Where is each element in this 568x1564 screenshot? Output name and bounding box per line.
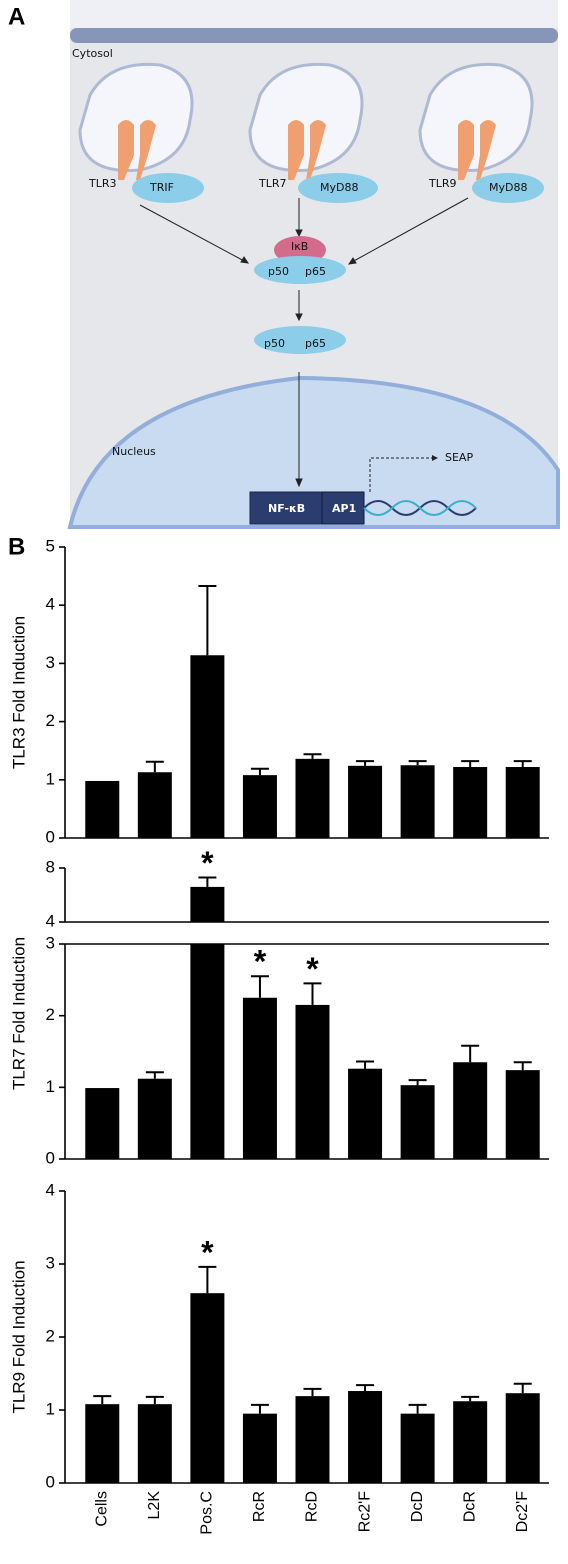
bar bbox=[453, 1401, 488, 1483]
y-tick-label: 8 bbox=[46, 857, 55, 876]
adaptor-label: TRIF bbox=[149, 181, 174, 194]
reporter-label: SEAP bbox=[445, 451, 473, 464]
y-axis-title: TLR7 Fold Induction bbox=[9, 937, 28, 1090]
bar bbox=[348, 1068, 383, 1159]
nucleus bbox=[67, 375, 560, 529]
panel-label: A bbox=[8, 3, 25, 30]
x-tick-label: Pos.C bbox=[199, 1491, 216, 1535]
bar bbox=[190, 944, 225, 1159]
x-tick-label: RcR bbox=[251, 1491, 268, 1522]
subunit-label: p50 bbox=[268, 265, 289, 278]
bar bbox=[190, 886, 225, 922]
x-tick-label: Rc2'F bbox=[356, 1491, 373, 1533]
receptor-label: TLR9 bbox=[428, 177, 457, 190]
x-tick-label: Dc2'F bbox=[514, 1491, 531, 1533]
y-tick-label: 2 bbox=[46, 1326, 55, 1345]
bar bbox=[85, 1404, 120, 1483]
bar bbox=[348, 1391, 383, 1483]
y-tick-label: 1 bbox=[46, 1399, 55, 1418]
nucleus-label: Nucleus bbox=[112, 445, 156, 458]
subunit-label: p65 bbox=[305, 337, 326, 350]
membrane bbox=[70, 0, 558, 43]
x-tick-label: DcD bbox=[409, 1491, 426, 1522]
bar bbox=[190, 1293, 225, 1483]
y-tick-label: 2 bbox=[46, 711, 55, 730]
cytosol-label: Cytosol bbox=[72, 47, 113, 60]
x-tick-label: Cells bbox=[93, 1491, 110, 1527]
receptor-label: TLR7 bbox=[258, 177, 287, 190]
y-tick-label: 3 bbox=[46, 653, 55, 672]
subunit-label: p65 bbox=[305, 265, 326, 278]
bar bbox=[295, 758, 330, 838]
y-tick-label: 3 bbox=[46, 933, 55, 952]
significance-mark: * bbox=[254, 944, 267, 980]
bar bbox=[137, 1404, 172, 1483]
bar bbox=[242, 775, 277, 838]
y-tick-label: 5 bbox=[46, 536, 55, 555]
bar bbox=[190, 655, 225, 838]
inhibitor-label: IκB bbox=[291, 240, 308, 253]
x-tick-label: DcR bbox=[461, 1491, 478, 1522]
reporter-arrow bbox=[369, 457, 432, 492]
significance-mark: * bbox=[201, 1234, 214, 1270]
nfkb-dimer bbox=[254, 326, 346, 354]
x-tick-label: L2K bbox=[146, 1491, 163, 1520]
bar bbox=[453, 766, 488, 838]
y-tick-label: 1 bbox=[46, 769, 55, 788]
adaptor-label: MyD88 bbox=[320, 181, 358, 194]
adaptor-label: MyD88 bbox=[489, 181, 527, 194]
arrows bbox=[139, 197, 469, 322]
y-tick-label: 4 bbox=[46, 1180, 55, 1199]
receptors bbox=[118, 120, 496, 180]
y-tick-label: 1 bbox=[46, 1077, 55, 1096]
bar bbox=[400, 1085, 435, 1159]
promoter-label: AP1 bbox=[332, 502, 356, 515]
bar bbox=[242, 1413, 277, 1483]
y-tick-label: 2 bbox=[46, 1005, 55, 1024]
bar bbox=[453, 1062, 488, 1159]
significance-mark: * bbox=[306, 951, 319, 987]
y-tick-label: 0 bbox=[46, 1148, 55, 1167]
y-tick-label: 4 bbox=[46, 911, 55, 930]
promoter-box bbox=[321, 491, 365, 525]
promoter-box bbox=[249, 491, 323, 525]
y-tick-label: 3 bbox=[46, 1253, 55, 1272]
arrows bbox=[295, 372, 303, 488]
bar bbox=[295, 1004, 330, 1159]
bar bbox=[505, 1393, 540, 1483]
y-axis-title: TLR9 Fold Induction bbox=[9, 1260, 28, 1413]
y-tick-label: 0 bbox=[46, 1472, 55, 1491]
y-axis-title: TLR3 Fold Induction bbox=[9, 616, 28, 769]
bar bbox=[242, 997, 277, 1159]
bar bbox=[348, 765, 383, 838]
x-tick-label: RcD bbox=[304, 1491, 321, 1522]
bar bbox=[295, 1396, 330, 1483]
bar bbox=[400, 1413, 435, 1483]
subunit-label: p50 bbox=[264, 337, 285, 350]
nfkb-complex bbox=[254, 256, 346, 284]
bar bbox=[85, 780, 120, 838]
dna bbox=[363, 500, 477, 516]
y-tick-label: 4 bbox=[46, 595, 55, 614]
significance-mark: * bbox=[201, 845, 214, 881]
bar bbox=[505, 1070, 540, 1159]
receptor-label: TLR3 bbox=[88, 177, 117, 190]
bar bbox=[137, 772, 172, 838]
panel-label: B bbox=[8, 533, 25, 560]
bar bbox=[400, 765, 435, 838]
endosomes bbox=[78, 62, 534, 172]
arrowhead bbox=[432, 455, 438, 461]
bar bbox=[505, 766, 540, 838]
adaptors bbox=[132, 173, 544, 203]
y-tick-label: 0 bbox=[46, 827, 55, 846]
bar bbox=[85, 1088, 120, 1159]
promoter-label: NF-κB bbox=[268, 502, 305, 515]
bar bbox=[137, 1078, 172, 1159]
